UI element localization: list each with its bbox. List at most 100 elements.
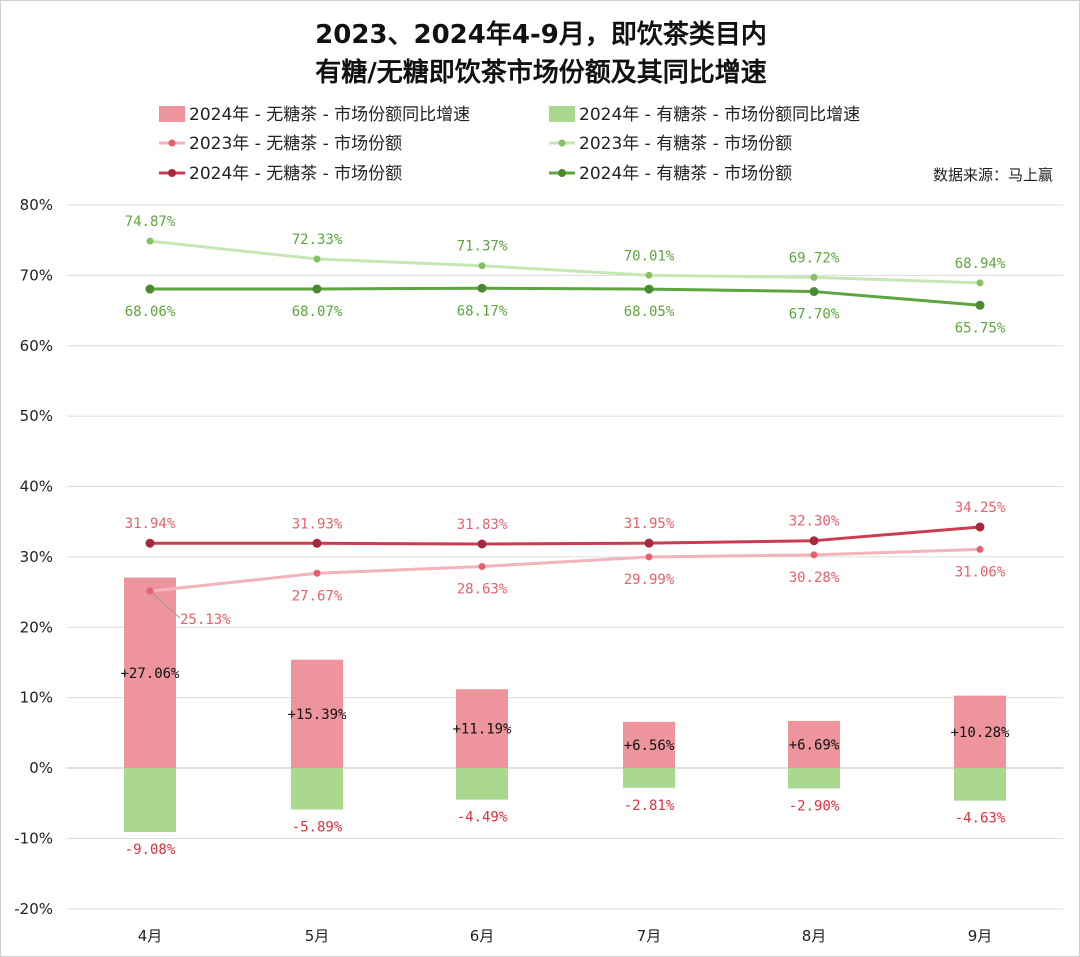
y-tick-label: 60% (20, 337, 53, 355)
label-sugary-2023: 69.72% (789, 250, 840, 266)
bar-sugary-yoy (954, 768, 1006, 801)
line-sugarfree-2024-point (809, 536, 819, 546)
bar-sugary-yoy (788, 768, 840, 789)
label-sugary-2024: 68.07% (292, 304, 343, 320)
legend-marker-sugary-2024 (558, 169, 566, 177)
label-sugarfree-2024: 34.25% (955, 500, 1006, 516)
label-sugarfree-2023: 28.63% (457, 582, 508, 598)
bar-sugary-yoy (291, 768, 343, 810)
line-sugarfree-2023-point (478, 563, 486, 571)
bar-sugarfree-yoy (788, 720, 840, 768)
bar-sugary-yoy (623, 768, 675, 788)
x-tick-label: 7月 (637, 927, 662, 945)
label-bar-sugary-yoy: -4.49% (457, 810, 508, 826)
label-bar-sugarfree-yoy: +15.39% (287, 707, 347, 723)
label-bar-sugarfree-yoy: +27.06% (120, 666, 180, 682)
x-tick-label: 6月 (470, 927, 495, 945)
legend-marker-sugarfree-2023 (168, 139, 176, 147)
leader-line (151, 592, 181, 619)
line-sugary-2023-point (478, 262, 486, 270)
y-axis-ticks: 80% 70% 60% 50% 40% 30% 20% 10% 0% -10% -20% (14, 196, 53, 918)
line-sugary-2024-point (477, 283, 487, 293)
bar-sugarfree-yoy (291, 659, 343, 768)
label-sugary-2023: 74.87% (125, 214, 176, 230)
y-tick-label: 10% (20, 689, 53, 707)
x-tick-label: 9月 (968, 927, 993, 945)
line-sugary-2023-point (810, 273, 818, 281)
label-bar-sugary-yoy: -2.90% (789, 798, 840, 814)
label-bar-sugarfree-yoy: +6.69% (789, 737, 840, 753)
label-sugary-2023: 71.37% (457, 239, 508, 255)
label-bar-sugarfree-yoy: +10.28% (950, 725, 1010, 741)
label-bar-sugary-yoy: -2.81% (624, 798, 675, 814)
line-sugarfree-2023-point (313, 569, 321, 577)
line-sugary-2024-point (145, 284, 155, 294)
label-sugarfree-2024: 31.83% (457, 517, 508, 533)
line-sugary-2024-point (312, 284, 322, 294)
line-sugarfree-2023-point (645, 553, 653, 561)
gridlines (67, 204, 1063, 910)
label-sugarfree-2023: 25.13% (180, 612, 231, 628)
legend-marker-sugary-2023 (558, 139, 566, 147)
chart-title-line1: 2023、2024年4-9月，即饮茶类目内 (315, 19, 767, 50)
legend-label-bar-sugary-2024: 2024年 - 有糖茶 - 市场份额同比增速 (579, 105, 860, 125)
x-tick-label: 8月 (802, 927, 827, 945)
line-sugary-2023-point (146, 237, 154, 245)
bar-sugarfree-yoy (456, 689, 508, 768)
bar-sugary-yoy (124, 768, 176, 833)
legend-swatch-bar-sugary-2024 (549, 106, 575, 122)
y-tick-label: 70% (20, 266, 53, 284)
y-tick-label: 20% (20, 618, 53, 636)
bar-sugarfree-yoy (623, 721, 675, 768)
legend-label-line-sugary-2024: 2024年 - 有糖茶 - 市场份额 (579, 164, 792, 184)
line-sugarfree-2023 (149, 547, 981, 593)
legend-swatch-bar-sugarfree-2024 (159, 106, 185, 122)
bar-sugarfree-yoy (124, 577, 176, 768)
x-tick-label: 5月 (305, 927, 330, 945)
legend-label-bar-sugarfree-2024: 2024年 - 无糖茶 - 市场份额同比增速 (189, 105, 470, 125)
legend-label-line-sugary-2023: 2023年 - 有糖茶 - 市场份额 (579, 134, 792, 154)
line-sugary-2023-point (313, 255, 321, 263)
y-tick-label: 40% (20, 478, 53, 496)
legend: 2024年 - 无糖茶 - 市场份额同比增速 2024年 - 有糖茶 - 市场份… (159, 105, 860, 184)
y-tick-label: 30% (20, 548, 53, 566)
label-sugarfree-2023: 29.99% (624, 572, 675, 588)
label-sugary-2024: 67.70% (789, 307, 840, 323)
line-sugarfree-2023-point (146, 587, 154, 595)
y-tick-label: -20% (14, 900, 53, 918)
chart-title-line2: 有糖/无糖即饮茶市场份额及其同比增速 (315, 57, 767, 88)
label-sugary-2023: 70.01% (624, 248, 675, 264)
line-sugary-2024 (149, 286, 981, 307)
bar-sugarfree-yoy (954, 695, 1006, 768)
y-tick-label: 0% (29, 759, 53, 777)
line-sugarfree-2024-point (975, 522, 985, 532)
label-bar-sugarfree-yoy: +6.56% (624, 738, 675, 754)
label-sugarfree-2023: 31.06% (955, 564, 1006, 580)
x-tick-label: 4月 (138, 927, 163, 945)
label-bar-sugarfree-yoy: +11.19% (452, 722, 512, 738)
label-sugary-2023: 68.94% (955, 256, 1006, 272)
label-sugary-2024: 68.05% (624, 304, 675, 320)
line-sugary-2023 (149, 239, 981, 285)
legend-marker-sugarfree-2024 (168, 169, 176, 177)
line-series (145, 237, 985, 595)
line-sugarfree-2024-point (145, 538, 155, 548)
label-sugary-2024: 65.75% (955, 320, 1006, 336)
label-bar-sugary-yoy: -9.08% (125, 842, 176, 858)
legend-label-line-sugarfree-2023: 2023年 - 无糖茶 - 市场份额 (189, 134, 402, 154)
label-sugarfree-2024: 32.30% (789, 514, 840, 530)
line-sugarfree-2023-point (976, 545, 984, 553)
x-axis-ticks: 4月 5月 6月 7月 8月 9月 (138, 927, 993, 945)
bar-sugary-yoy (456, 768, 508, 800)
line-sugary-2023-point (976, 279, 984, 287)
line-sugarfree-2024-point (312, 538, 322, 548)
y-tick-label: 50% (20, 407, 53, 425)
label-sugary-2024: 68.17% (457, 303, 508, 319)
bar-series (124, 577, 1006, 833)
line-sugarfree-2024 (149, 525, 981, 546)
line-sugarfree-2023-point (810, 551, 818, 559)
line-sugary-2023-point (645, 271, 653, 279)
label-sugarfree-2023: 30.28% (789, 570, 840, 586)
line-sugary-2024-point (809, 287, 819, 297)
